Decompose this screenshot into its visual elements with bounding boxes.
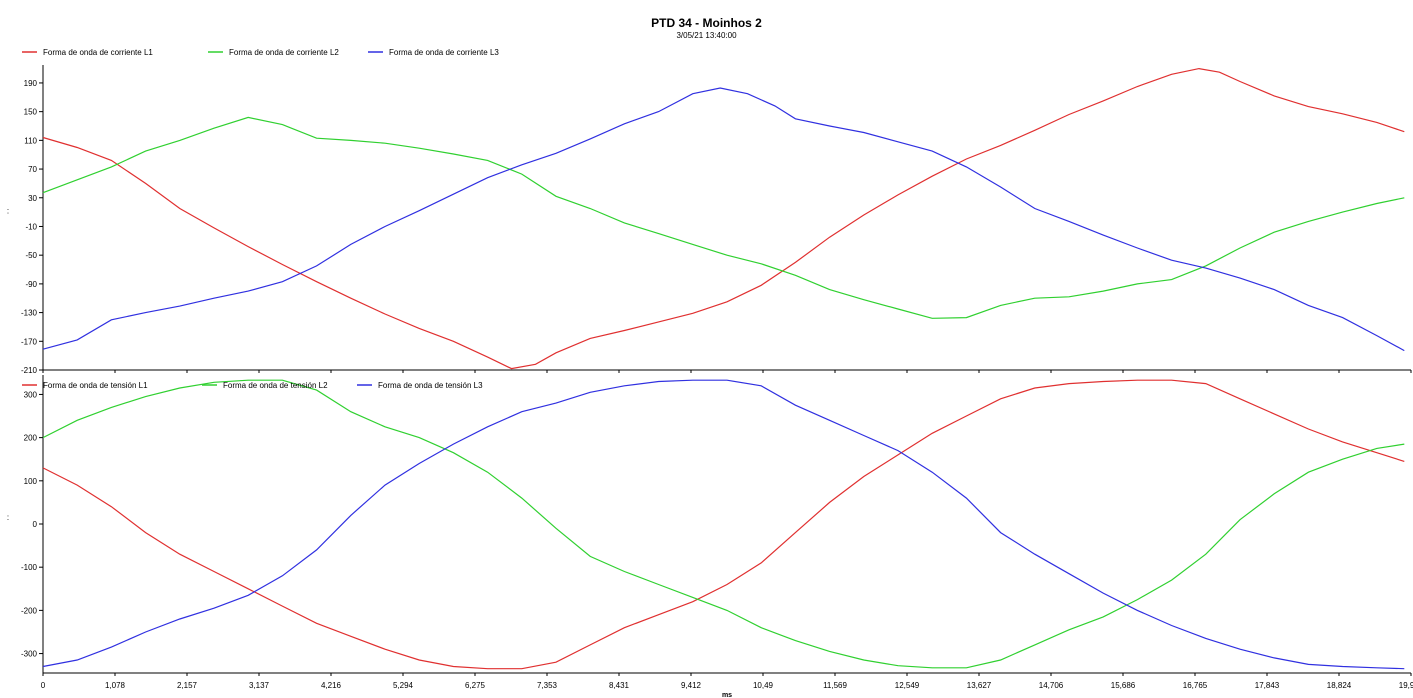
x-tick-label: 13,627 (967, 681, 992, 690)
x-tick-label: 5,294 (393, 681, 414, 690)
y-tick-label: -50 (25, 251, 37, 260)
x-tick-label: 15,686 (1111, 681, 1136, 690)
y-tick-label: -170 (21, 337, 38, 346)
y-tick-label: 30 (28, 194, 37, 203)
legend-label-L2: Forma de onda de tensión L2 (223, 381, 328, 390)
series-line-L1 (42, 67, 1405, 370)
y-axis-label: : (7, 207, 9, 216)
x-axis-label: ms (722, 692, 732, 698)
y-tick-label: -200 (21, 606, 38, 615)
y-tick-label: 150 (24, 108, 38, 117)
x-tick-label: 4,216 (321, 681, 342, 690)
x-tick-label: 8,431 (609, 681, 630, 690)
y-tick-label: -100 (21, 563, 38, 572)
y-tick-label: -130 (21, 309, 38, 318)
panel-2: 300 200 100 0 -100 -200 -300: 0 1,078 2,157 3,137 4… (7, 375, 1413, 698)
x-tick-label: 9,412 (681, 681, 702, 690)
y-axis-label: : (7, 513, 9, 522)
y-tick-label: 70 (28, 165, 37, 174)
y-tick-label: 190 (24, 79, 38, 88)
legend-label-L1: Forma de onda de corriente L1 (43, 48, 153, 57)
legend-label-L2: Forma de onda de corriente L2 (229, 48, 339, 57)
x-tick-label: 6,275 (465, 681, 486, 690)
chart-title: PTD 34 - Moinhos 2 (651, 16, 762, 30)
x-tick-label: 7,353 (537, 681, 558, 690)
x-tick-label: 17,843 (1255, 681, 1280, 690)
y-tick-label: 0 (33, 520, 38, 529)
y-tick-label: 100 (24, 477, 38, 486)
x-tick-label: 19,902 (1399, 681, 1413, 690)
legend-label-L3: Forma de onda de tensión L3 (378, 381, 483, 390)
y-tick-label: 200 (24, 434, 38, 443)
series-line-L3 (42, 87, 1405, 352)
x-tick-label: 3,137 (249, 681, 270, 690)
x-tick-label: 18,824 (1327, 681, 1352, 690)
x-tick-label: 16,765 (1183, 681, 1208, 690)
x-tick-label: 14,706 (1039, 681, 1064, 690)
x-tick-label: 1,078 (105, 681, 126, 690)
chart-subtitle: 3/05/21 13:40:00 (676, 31, 737, 40)
y-tick-label: -210 (21, 366, 38, 375)
series-line-L1 (42, 379, 1405, 670)
series-line-L3 (42, 379, 1405, 670)
legend-label-L3: Forma de onda de corriente L3 (389, 48, 499, 57)
x-tick-label: 11,569 (823, 681, 847, 690)
series-line-L2 (42, 379, 1405, 669)
x-tick-label: 12,549 (895, 681, 920, 690)
series-line-L2 (42, 116, 1405, 319)
y-tick-label: -90 (25, 280, 37, 289)
panel-1: 190 150 110 70 30 -10 -50 -90 -130 -170 -210: Forma… (7, 48, 1412, 375)
x-tick-label: 0 (41, 681, 46, 690)
y-tick-label: 110 (24, 136, 37, 145)
y-tick-label: 300 (24, 390, 38, 399)
legend-label-L1: Forma de onda de tensión L1 (43, 381, 148, 390)
x-tick-label: 10,49 (753, 681, 774, 690)
y-tick-label: -300 (21, 650, 38, 659)
x-tick-label: 2,157 (177, 681, 198, 690)
y-tick-label: -10 (25, 222, 37, 231)
